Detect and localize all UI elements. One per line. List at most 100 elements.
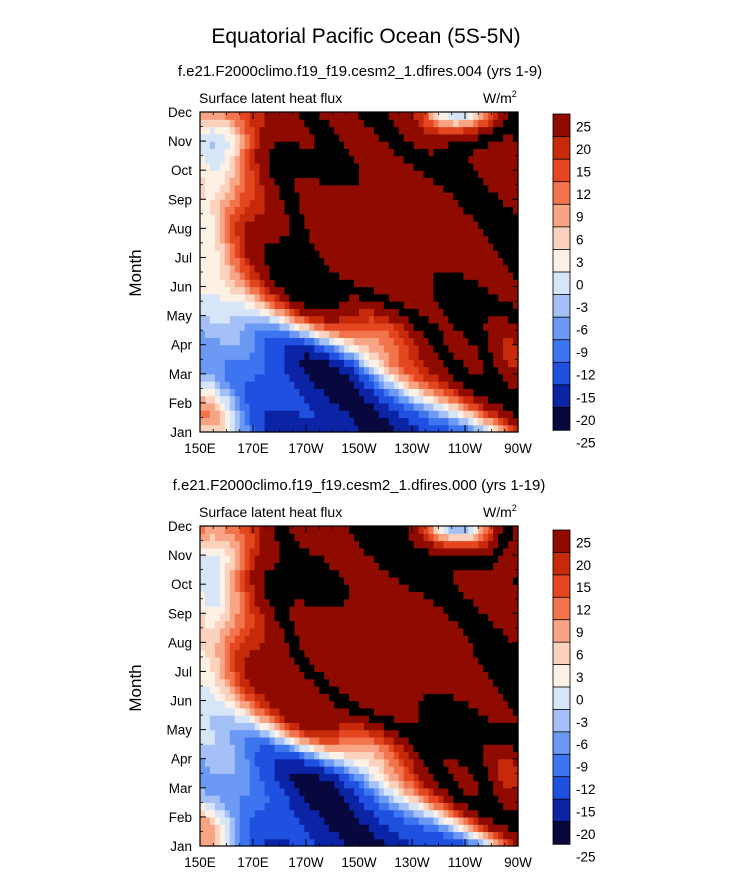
heatmap-cell <box>433 388 440 397</box>
heatmap-cell <box>219 352 226 360</box>
heatmap-cell <box>274 213 281 222</box>
heatmap-cell <box>488 257 494 266</box>
heatmap-cell <box>458 388 464 397</box>
heatmap-cell <box>214 707 221 716</box>
heatmap-cell <box>503 359 509 368</box>
heatmap-cell <box>483 272 489 280</box>
heatmap-cell <box>433 410 440 419</box>
heatmap-cell <box>274 352 281 360</box>
heatmap-cell <box>339 301 345 309</box>
heatmap-cell <box>319 417 325 426</box>
heatmap-cell <box>438 155 445 164</box>
heatmap-cell <box>334 250 340 259</box>
heatmap-cell <box>513 337 519 346</box>
heatmap-cell <box>314 126 320 135</box>
heatmap-cell <box>398 540 405 549</box>
heatmap-cell <box>383 388 390 397</box>
heatmap-cell <box>304 133 310 142</box>
heatmap-cell <box>473 424 479 433</box>
heatmap-cell <box>279 569 286 578</box>
heatmap-cell <box>339 250 345 259</box>
heatmap-cell <box>219 736 226 745</box>
heatmap-cell <box>344 119 350 128</box>
heatmap-cell <box>239 155 246 164</box>
heatmap-cell <box>448 330 455 339</box>
heatmap-cell <box>264 221 271 229</box>
heatmap-cell <box>513 359 519 368</box>
heatmap-cell <box>319 402 325 411</box>
heatmap-cell <box>324 330 330 339</box>
heatmap-cell <box>349 264 355 273</box>
heatmap-cell <box>363 584 370 593</box>
heatmap-cell <box>383 678 390 687</box>
heatmap-cell <box>378 627 385 636</box>
heatmap-cell <box>319 635 325 643</box>
heatmap-cell <box>359 148 365 157</box>
heatmap-cell <box>274 141 281 149</box>
heatmap-cell <box>408 359 415 368</box>
heatmap-cell <box>319 678 325 687</box>
heatmap-cell <box>259 700 266 709</box>
heatmap-cell <box>214 308 221 317</box>
heatmap-cell <box>383 729 390 738</box>
heatmap-cell <box>299 402 305 411</box>
heatmap-cell <box>234 700 241 709</box>
heatmap-cell <box>219 576 226 585</box>
heatmap-cell <box>388 337 395 346</box>
heatmap-cell <box>363 359 370 368</box>
heatmap-cell <box>244 671 251 680</box>
heatmap-cell <box>319 133 325 142</box>
heatmap-cell <box>224 301 231 309</box>
heatmap-cell <box>483 155 489 164</box>
heatmap-cell <box>423 402 430 411</box>
heatmap-cell <box>413 736 420 745</box>
heatmap-cell <box>289 729 296 738</box>
heatmap-cell <box>339 656 345 665</box>
heatmap-cell <box>398 228 405 237</box>
heatmap-cell <box>378 715 385 723</box>
heatmap-cell <box>294 802 300 811</box>
heatmap-cell <box>284 337 291 346</box>
heatmap-cell <box>249 540 256 549</box>
heatmap-cell <box>214 272 221 280</box>
heatmap-cell <box>418 744 425 753</box>
heatmap-cell <box>289 228 296 237</box>
heatmap-cell <box>378 337 385 346</box>
heatmap-cell <box>403 286 410 295</box>
heatmap-cell <box>354 584 360 593</box>
heatmap-cell <box>200 576 206 585</box>
heatmap-cell <box>368 584 375 593</box>
heatmap-cell <box>309 184 315 193</box>
heatmap-cell <box>398 678 405 687</box>
heatmap-cell <box>324 373 330 382</box>
heatmap-cell <box>433 242 440 251</box>
heatmap-cell <box>254 700 261 709</box>
heatmap-cell <box>279 344 286 353</box>
heatmap-cell <box>388 780 395 789</box>
heatmap-cell <box>349 330 355 339</box>
heatmap-cell <box>319 729 325 738</box>
heatmap-cell <box>354 330 360 339</box>
heatmap-cell <box>483 126 489 135</box>
heatmap-cell <box>378 766 385 774</box>
heatmap-cell <box>299 729 305 738</box>
heatmap-cell <box>274 642 281 651</box>
heatmap-cell <box>468 250 474 259</box>
heatmap-cell <box>319 722 325 731</box>
heatmap-cell <box>344 744 350 753</box>
heatmap-cell <box>334 170 340 179</box>
heatmap-cell <box>334 576 340 585</box>
heatmap-cell <box>478 162 484 171</box>
heatmap-cell <box>274 751 281 760</box>
heatmap-cell <box>498 395 504 404</box>
heatmap-cell <box>349 751 355 760</box>
heatmap-cell <box>423 119 430 128</box>
heatmap-cell <box>274 686 281 694</box>
heatmap-cell <box>423 722 430 731</box>
heatmap-cell <box>408 591 415 600</box>
heatmap-cell <box>349 133 355 142</box>
heatmap-cell <box>378 170 385 179</box>
heatmap-cell <box>209 649 216 658</box>
heatmap-cell <box>508 177 514 186</box>
heatmap-cell <box>244 119 251 128</box>
